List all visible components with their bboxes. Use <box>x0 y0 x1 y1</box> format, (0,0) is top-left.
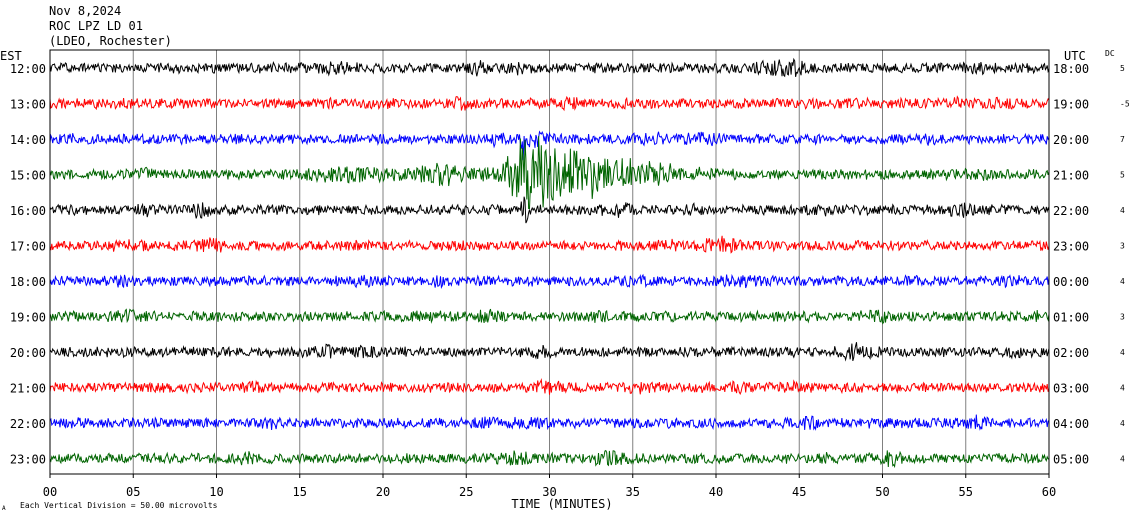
dc-value: 4 <box>1120 206 1125 215</box>
utc-label: 23:00 <box>1053 240 1089 254</box>
est-label: 15:00 <box>10 169 46 183</box>
trace-1400 <box>49 130 1050 161</box>
trace-1200 <box>49 57 1050 78</box>
trace-1500 <box>49 136 1050 210</box>
utc-label: 21:00 <box>1053 169 1089 183</box>
x-tick-label: 60 <box>1042 485 1056 499</box>
trace-2300 <box>49 449 1050 469</box>
utc-label: 03:00 <box>1053 382 1089 396</box>
est-label: 18:00 <box>10 275 46 289</box>
dc-value: -5 <box>1120 100 1130 109</box>
est-header: EST <box>0 49 22 63</box>
est-label: 22:00 <box>10 417 46 431</box>
utc-label: 20:00 <box>1053 133 1089 147</box>
x-tick-label: 35 <box>626 485 640 499</box>
est-label: 17:00 <box>10 240 46 254</box>
x-tick-label: 55 <box>959 485 973 499</box>
utc-label: 01:00 <box>1053 311 1089 325</box>
est-label: 20:00 <box>10 346 46 360</box>
utc-label: 22:00 <box>1053 204 1089 218</box>
x-tick-label: 45 <box>792 485 806 499</box>
x-tick-label: 20 <box>376 485 390 499</box>
trace-2200 <box>49 414 1050 431</box>
trace-1600 <box>49 196 1050 224</box>
utc-label: 04:00 <box>1053 417 1089 431</box>
utc-label: 00:00 <box>1053 275 1089 289</box>
dc-value: 7 <box>1120 135 1125 144</box>
dc-header: DC <box>1105 49 1115 58</box>
x-axis-title: TIME (MINUTES) <box>511 497 612 511</box>
header-station: ROC LPZ LD 01 <box>49 19 143 33</box>
est-label: 12:00 <box>10 62 46 76</box>
dc-value: 4 <box>1120 348 1125 357</box>
trace-2100 <box>49 378 1050 396</box>
utc-label: 18:00 <box>1053 62 1089 76</box>
trace-1700 <box>49 235 1050 254</box>
division-footnote: Each Vertical Division = 50.00 microvolt… <box>20 501 218 510</box>
est-label: 16:00 <box>10 204 46 218</box>
dc-value: 4 <box>1120 419 1125 428</box>
est-label: 14:00 <box>10 133 46 147</box>
trace-1300 <box>49 95 1050 112</box>
x-tick-label: 30 <box>542 485 556 499</box>
x-tick-label: 15 <box>293 485 307 499</box>
dc-value: 5 <box>1120 171 1125 180</box>
trace-2000 <box>49 342 1050 362</box>
x-tick-label: 05 <box>126 485 140 499</box>
est-label: 23:00 <box>10 453 46 467</box>
dc-value: 5 <box>1120 64 1125 73</box>
utc-label: 05:00 <box>1053 453 1089 467</box>
header-date: Nov 8,2024 <box>49 4 122 18</box>
dc-value: 4 <box>1120 455 1125 464</box>
x-tick-label: 50 <box>875 485 889 499</box>
corner-mark: A <box>2 505 6 512</box>
utc-header: UTC <box>1064 49 1086 63</box>
header-network: (LDEO, Rochester) <box>49 34 172 48</box>
est-label: 19:00 <box>10 311 46 325</box>
est-label: 21:00 <box>10 382 46 396</box>
trace-1800 <box>49 273 1050 289</box>
x-tick-label: 25 <box>459 485 473 499</box>
x-tick-label: 40 <box>709 485 723 499</box>
dc-value: 3 <box>1120 313 1125 322</box>
est-label: 13:00 <box>10 98 46 112</box>
trace-1900 <box>49 308 1050 325</box>
dc-value: 4 <box>1120 384 1125 393</box>
x-tick-label: 00 <box>43 485 57 499</box>
dc-value: 4 <box>1120 277 1125 286</box>
x-tick-label: 10 <box>209 485 223 499</box>
utc-label: 19:00 <box>1053 98 1089 112</box>
utc-label: 02:00 <box>1053 346 1089 360</box>
dc-value: 3 <box>1120 242 1125 251</box>
